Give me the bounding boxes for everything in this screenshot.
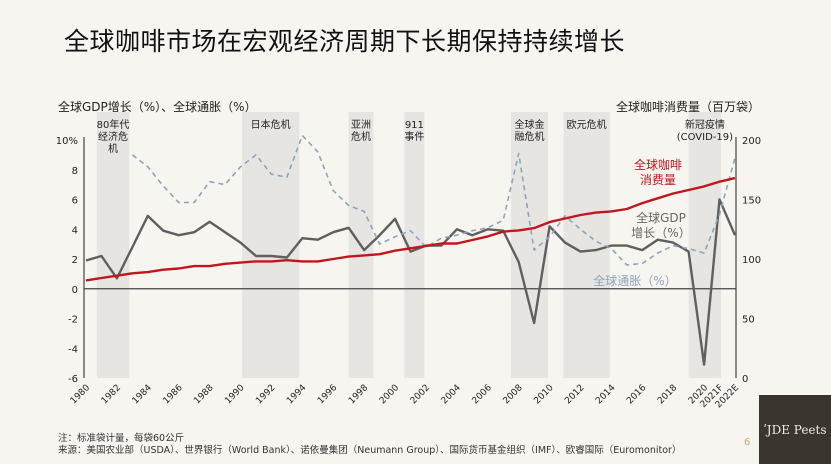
right-tick-label: 0 [742,374,748,385]
page-title: 全球咖啡市场在宏观经济周期下长期保持持续增长 [64,27,626,56]
shaded-period-label: 新冠疫情(COVID-19) [677,118,733,143]
shaded-period-label: 欧元危机 [567,118,607,131]
x-tick-label: 1982 [100,383,123,406]
shaded-period-label: 80年代经济危机 [97,118,130,155]
footnotes: 注：标准袋计量，每袋60公斤 来源：美国农业部（USDA）、世界银行（World… [58,433,681,457]
shaded-period [242,112,300,378]
coffee-series-label: 全球咖啡消费量 [634,157,682,187]
x-tick-label: 1988 [192,383,215,406]
left-tick-label: -6 [68,374,78,385]
x-tick-label: 1994 [285,383,308,406]
x-tick-label: 2008 [502,383,525,406]
source-text: 来源：美国农业部（USDA）、世界银行（World Bank）、诺依曼集团（Ne… [58,445,682,456]
right-tick-label: 200 [742,136,761,147]
x-tick-label: 1992 [254,383,277,406]
x-tick-label: 2006 [471,383,494,406]
gdp-series-label: 全球GDP 增长（%） [631,210,690,240]
shaded-period-label: 全球金融危机 [514,118,544,143]
jde-peets-logo: ʹJDE Peets [759,395,831,464]
shaded-period-label: 日本危机 [251,118,291,131]
x-tick-label: 1998 [347,383,370,406]
note-text: 注：标准袋计量，每袋60公斤 [58,433,185,444]
x-tick-label: 2010 [532,383,555,406]
left-tick-label: 0 [72,285,78,296]
shaded-period [510,112,549,378]
x-tick-label: 2014 [594,383,617,406]
left-tick-label: 6 [72,196,78,207]
x-tick-label: 1986 [162,383,185,406]
right-axis-title: 全球咖啡消费量（百万袋） [616,100,761,114]
shaded-period-label: 亚洲危机 [351,119,371,143]
left-tick-label: -2 [68,315,78,326]
page-number: 6 [744,437,751,448]
series-line [131,134,736,266]
x-tick-label: 1984 [131,383,154,406]
right-tick-label: 100 [742,255,761,266]
x-tick-label: 2018 [656,383,679,406]
left-tick-label: 2 [72,255,78,266]
shaded-period [96,112,130,378]
left-tick-label: 4 [72,225,78,236]
right-tick-label: 50 [742,315,755,326]
x-tick-label: 2000 [378,383,401,406]
left-tick-label: 10% [56,136,78,147]
shaded-period [404,112,425,378]
x-tick-label: 2004 [440,383,463,406]
shaded-period-label: 911 事件 [404,120,424,143]
inflation-series-label: 全球通胀（%） [593,273,676,288]
x-tick-label: 2012 [563,383,586,406]
x-tick-label: 2016 [625,383,648,406]
x-tick-label: 1996 [316,383,339,406]
left-tick-label: 8 [72,166,78,177]
left-axis-title: 全球GDP增长（%）、全球通胀（%） [58,100,257,114]
left-tick-label: -4 [68,344,78,355]
right-tick-label: 150 [742,196,761,207]
x-tick-label: 1990 [223,383,246,406]
x-tick-label: 1980 [69,383,92,406]
x-tick-label: 2002 [409,383,432,406]
